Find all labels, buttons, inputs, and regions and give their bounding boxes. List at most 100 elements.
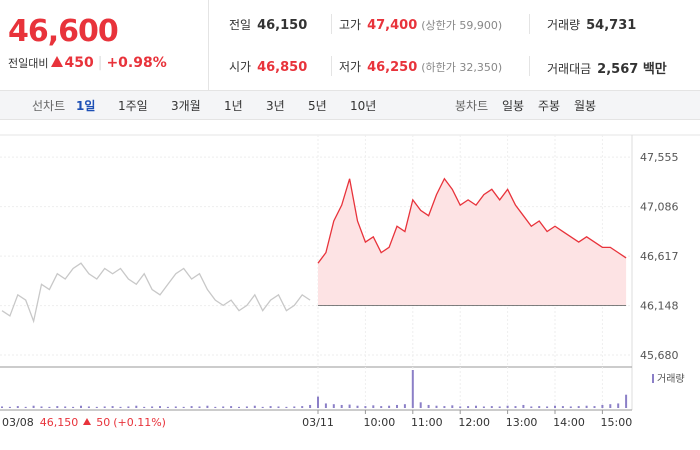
stat: 저가 46,250 (하한가 32,350) [339,58,502,75]
change: 450 [64,55,94,71]
volume-bar [609,404,612,408]
volume-bar [277,406,280,408]
tab[interactable]: 10년 [350,99,377,113]
volume-bar [253,405,256,408]
volume-bar [601,404,604,408]
volume-bar [411,370,414,408]
y-tick-label: 47,086 [640,201,679,214]
stat: 거래대금 2,567 백만 [547,58,667,77]
volume-bar [459,406,462,408]
x-tick-label: 03/11 [302,416,334,429]
tab[interactable]: 일봉 [502,99,525,113]
stat-label: 거래대금 [547,62,592,76]
footer-price: 46,150 [40,416,79,429]
x-tick-label: 11:00 [411,416,443,429]
tab[interactable]: 3년 [266,99,285,113]
volume-bar [380,406,383,408]
tab[interactable]: 1년 [224,99,243,113]
volume-bar [332,404,335,408]
divider: | [97,55,103,71]
stat-label: 고가 [339,18,362,32]
stat-value: 46,250 [367,60,418,75]
tab[interactable]: 주봉 [538,99,561,113]
tab[interactable]: 5년 [308,99,327,113]
volume-bar [530,406,533,408]
volume-bar [166,406,169,408]
volume-bar [103,406,106,408]
volume-bar [230,406,233,408]
stat-label: 시가 [229,60,252,74]
stat-value: 47,400 [367,18,418,33]
divider [529,14,530,34]
stat-extra: (하한가 32,350) [421,61,503,74]
volume-bar [285,406,288,408]
volume-bar [24,406,27,408]
volume-bar [577,406,580,408]
volume-bar [214,406,217,408]
stats: 전일 46,150 고가 47,400 (상한가 59,900) 거래량 54,731 … [208,0,700,90]
up-arrow [51,56,64,67]
volume-bar [569,406,572,408]
volume-bar [498,406,501,408]
volume-bar [222,406,225,408]
volume-bar [198,406,201,408]
volume-bar [396,404,398,408]
x-tick-label: 13:00 [506,416,538,429]
volume-bar [451,405,454,408]
volume-bar [16,406,19,408]
tab[interactable]: 1주일 [118,99,148,113]
stat: 고가 47,400 (상한가 59,900) [339,16,502,33]
volume-bar [364,406,367,408]
volume-bar [324,403,327,408]
volume-bar [40,406,43,408]
price-line [1,262,311,324]
up-arrow [83,418,91,425]
volume-bar [625,394,628,408]
tab[interactable]: 3개월 [171,99,201,113]
stat-label: 전일 [229,18,252,32]
volume-bar [348,404,351,408]
volume-bar [617,403,620,408]
volume-bar [95,406,98,408]
stat: 전일 46,150 [229,16,307,33]
volume-bar [143,406,146,408]
divider [331,14,332,34]
current-price: 46,600 [8,14,119,49]
volume-bar [111,406,114,408]
volume-bar [317,396,319,408]
stat-label: 거래량 [547,18,581,32]
x-tick-label: 15:00 [601,416,633,429]
volume-bar [48,406,51,408]
volume-bar [87,406,90,408]
volume-bar [135,405,138,408]
volume-bar [538,406,541,408]
volume-bar [561,406,564,408]
volume-bar [340,404,343,408]
volume-bar [309,404,312,408]
footer-change_pct: (+0.11%) [113,416,166,429]
price-line [317,177,627,264]
stat-extra: (상한가 59,900) [421,19,503,32]
stat-value: 54,731 [586,18,637,33]
volume-bar [190,406,193,408]
tab[interactable]: 1일 [76,99,96,113]
stat-value: 2,567 백만 [597,62,667,77]
volume-bar [435,405,438,408]
volume-bar [127,406,130,408]
volume-bar [301,406,304,408]
tab-group-label: 봉차트 [455,99,489,113]
change-row: 전일대비 450 | +0.98% [8,55,167,71]
volume-bar [269,406,272,408]
change-pct: +0.98% [106,55,167,71]
volume-bar [245,406,248,408]
y-tick-label: 46,148 [640,300,679,313]
stat: 거래량 54,731 [547,16,636,33]
volume-bar [593,406,596,408]
stat: 시가 46,850 [229,58,307,75]
volume-bar [151,406,154,408]
legend-swatch [652,374,654,383]
tab[interactable]: 월봉 [574,99,597,113]
area [318,178,627,306]
x-tick-label: 10:00 [364,416,396,429]
